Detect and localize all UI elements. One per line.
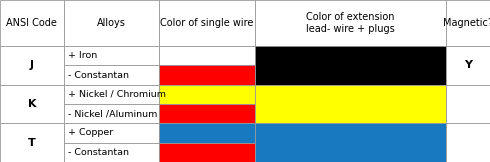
Bar (159, 46, 255, 65)
Text: K: K (27, 99, 36, 109)
Bar (159, 85, 255, 104)
Text: Color of single wire: Color of single wire (160, 18, 254, 28)
Bar (0, 46, 64, 85)
Bar (446, 0, 490, 46)
Bar (64, 123, 159, 143)
Bar (255, 0, 446, 46)
Bar (255, 123, 446, 162)
Text: Magnetic?: Magnetic? (443, 18, 490, 28)
Bar (255, 85, 446, 123)
Text: Y: Y (464, 60, 472, 70)
Bar (159, 0, 255, 46)
Text: - Nickel /Aluminum: - Nickel /Aluminum (68, 109, 157, 118)
Text: + Copper: + Copper (68, 128, 113, 137)
Bar (446, 46, 490, 85)
Bar (0, 123, 64, 162)
Text: + Iron: + Iron (68, 51, 97, 60)
Bar (64, 46, 159, 65)
Bar (446, 85, 490, 123)
Bar (159, 104, 255, 123)
Bar (0, 0, 64, 46)
Text: Alloys: Alloys (97, 18, 126, 28)
Bar (64, 143, 159, 162)
Bar (159, 65, 255, 85)
Text: - Constantan: - Constantan (68, 148, 128, 157)
Bar (159, 143, 255, 162)
Bar (64, 104, 159, 123)
Text: T: T (28, 138, 36, 148)
Bar (64, 85, 159, 104)
Bar (159, 123, 255, 143)
Text: J: J (30, 60, 34, 70)
Bar (64, 65, 159, 85)
Bar (0, 85, 64, 123)
Text: - Constantan: - Constantan (68, 71, 128, 80)
Bar (255, 46, 446, 85)
Text: ANSI Code: ANSI Code (6, 18, 57, 28)
Bar (64, 0, 159, 46)
Text: Color of extension
lead- wire + plugs: Color of extension lead- wire + plugs (306, 12, 395, 34)
Text: + Nickel / Chromium: + Nickel / Chromium (68, 90, 166, 99)
Bar (446, 123, 490, 162)
